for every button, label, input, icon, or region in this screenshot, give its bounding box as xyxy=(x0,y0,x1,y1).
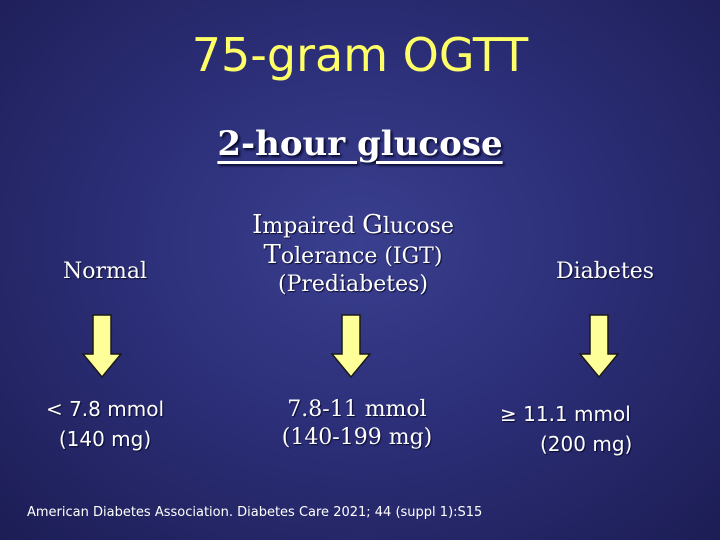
igt-value-mmol: 7.8-11 mmol xyxy=(287,397,427,422)
normal-value-mmol: < 7.8 mmol xyxy=(45,397,165,421)
diabetes-value: ≥ 11.1 mmol (200 mg) xyxy=(500,399,670,459)
diabetes-heading-text: Diabetes xyxy=(555,259,655,284)
igt-heading-cap-t: T xyxy=(263,240,281,270)
igt-heading-text-b: lucose xyxy=(382,214,454,239)
down-arrow-icon xyxy=(331,314,371,378)
normal-value: < 7.8 mmol (140 mg) xyxy=(30,394,180,454)
igt-heading-text-c: olerance (IGT) xyxy=(280,244,443,269)
igt-heading-line3: (Prediabetes) xyxy=(278,272,428,297)
slide-title: 75-gram OGTT xyxy=(191,28,529,82)
normal-heading-text: Normal xyxy=(62,259,148,284)
igt-heading-text-a: mpaired xyxy=(262,214,363,239)
igt-heading-cap-g: G xyxy=(362,210,383,240)
slide-subtitle: 2-hour glucose xyxy=(217,124,503,164)
igt-value-mg: (140-199 mg) xyxy=(281,425,433,450)
igt-value: 7.8-11 mmol (140-199 mg) xyxy=(247,396,467,452)
citation: American Diabetes Association. Diabetes … xyxy=(27,505,483,520)
normal-value-mg: (140 mg) xyxy=(58,427,152,451)
down-arrow-icon xyxy=(579,314,619,378)
diabetes-value-mg: (200 mg) xyxy=(540,432,633,456)
igt-heading: Impaired Glucose Tolerance (IGT) (Predia… xyxy=(228,211,478,299)
igt-heading-line2: Tolerance (IGT) xyxy=(228,241,478,271)
diabetes-heading: Diabetes xyxy=(525,258,685,286)
igt-heading-cap-i: I xyxy=(252,210,263,240)
normal-heading: Normal xyxy=(30,258,180,286)
diabetes-value-mmol: ≥ 11.1 mmol xyxy=(500,402,631,426)
down-arrow-icon xyxy=(82,314,122,378)
igt-heading-line1: Impaired Glucose xyxy=(228,211,478,241)
